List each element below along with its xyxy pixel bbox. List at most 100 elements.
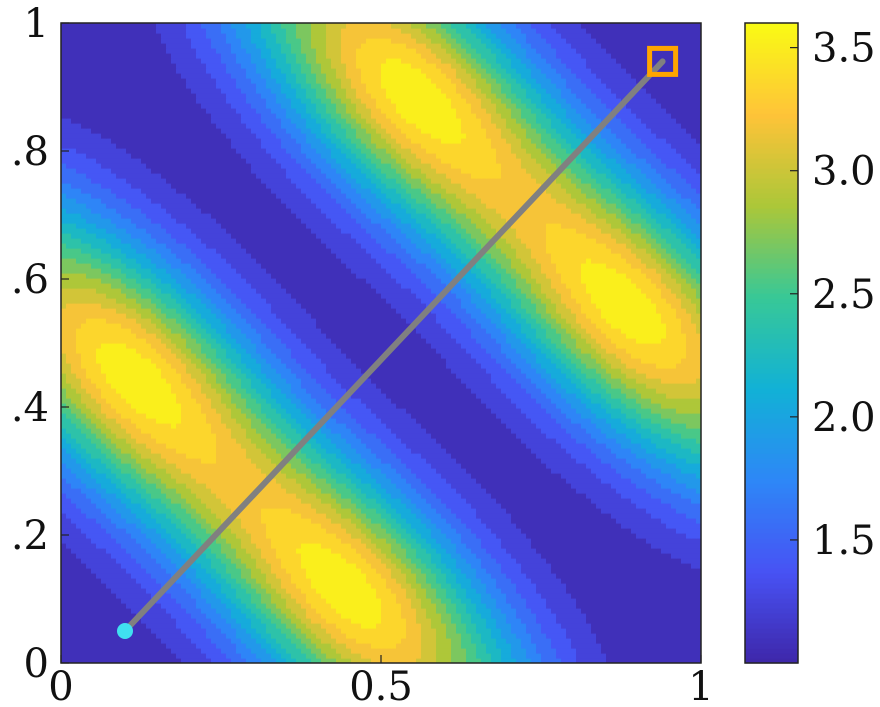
contour-cell — [121, 573, 127, 579]
contour-cell — [121, 543, 127, 549]
contour-cell — [476, 538, 482, 544]
contour-cell — [621, 478, 627, 484]
contour-cell — [281, 553, 287, 559]
contour-cell — [176, 578, 182, 584]
contour-cell — [591, 643, 597, 649]
contour-cell — [76, 483, 82, 489]
contour-cell — [391, 573, 397, 579]
contour-cell — [406, 573, 412, 579]
contour-cell — [466, 583, 472, 589]
contour-cell — [296, 658, 302, 663]
contour-cell — [446, 518, 452, 524]
contour-cell — [76, 523, 82, 529]
contour-cell — [636, 648, 642, 654]
contour-cell — [421, 608, 427, 614]
contour-cell — [646, 583, 652, 589]
contour-cell — [391, 523, 397, 529]
contour-cell — [196, 473, 202, 479]
contour-cell — [296, 503, 302, 509]
contour-cell — [316, 603, 322, 609]
contour-cell — [181, 648, 187, 654]
contour-cell — [651, 538, 657, 544]
contour-cell — [596, 518, 602, 524]
contour-cell — [496, 523, 502, 529]
contour-cell — [591, 528, 597, 534]
contour-cell — [631, 528, 637, 534]
contour-cell — [696, 518, 701, 524]
contour-cell — [76, 573, 82, 579]
contour-cell — [451, 618, 457, 624]
contour-cell — [226, 643, 232, 649]
contour-cell — [266, 538, 272, 544]
contour-cell — [556, 478, 562, 484]
contour-cell — [226, 613, 232, 619]
contour-cell — [176, 593, 182, 599]
contour-cell — [81, 593, 87, 599]
contour-cell — [591, 658, 597, 663]
contour-cell — [311, 508, 317, 514]
contour-cell — [286, 513, 292, 519]
contour-cell — [261, 518, 267, 524]
contour-cell — [686, 623, 692, 629]
contour-cell — [381, 478, 387, 484]
contour-cell — [356, 653, 362, 659]
contour-cell — [281, 623, 287, 629]
contour-cell — [71, 468, 77, 474]
contour-cell — [546, 513, 552, 519]
contour-cell — [481, 523, 487, 529]
contour-cell — [566, 493, 572, 499]
contour-cell — [116, 483, 122, 489]
contour-cell — [511, 583, 517, 589]
contour-cell — [91, 518, 97, 524]
contour-cell — [101, 593, 107, 599]
contour-cell — [96, 638, 102, 644]
contour-cell — [276, 533, 282, 539]
contour-cell — [111, 643, 117, 649]
contour-cell — [271, 543, 277, 549]
contour-cell — [206, 633, 212, 639]
contour-cell — [321, 613, 327, 619]
contour-cell — [156, 578, 162, 584]
contour-cell — [191, 613, 197, 619]
contour-cell — [516, 473, 522, 479]
contour-cell — [591, 498, 597, 504]
contour-cell — [531, 638, 537, 644]
contour-cell — [556, 498, 562, 504]
contour-cell — [336, 623, 342, 629]
contour-cell — [626, 603, 632, 609]
contour-cell — [651, 528, 657, 534]
contour-cell — [266, 583, 272, 589]
contour-cell — [606, 608, 612, 614]
contour-cell — [236, 648, 242, 654]
contour-cell — [461, 498, 467, 504]
contour-cell — [641, 518, 647, 524]
contour-cell — [496, 473, 502, 479]
contour-cell — [501, 578, 507, 584]
contour-cell — [456, 473, 462, 479]
contour-cell — [381, 523, 387, 529]
contour-cell — [581, 638, 587, 644]
contour-cell — [681, 568, 687, 574]
contour-cell — [611, 648, 617, 654]
contour-cell — [261, 583, 267, 589]
contour-cell — [456, 538, 462, 544]
contour-cell — [126, 588, 132, 594]
contour-cell — [326, 573, 332, 579]
contour-cell — [166, 508, 172, 514]
contour-cell — [421, 508, 427, 514]
contour-cell — [191, 488, 197, 494]
contour-cell — [291, 553, 297, 559]
contour-cell — [101, 538, 107, 544]
contour-cell — [361, 538, 367, 544]
contour-cell — [401, 553, 407, 559]
contour-cell — [626, 568, 632, 574]
contour-cell — [376, 603, 382, 609]
contour-cell — [571, 473, 577, 479]
contour-cell — [386, 493, 392, 499]
contour-cell — [291, 588, 297, 594]
contour-cell — [601, 583, 607, 589]
contour-cell — [681, 473, 687, 479]
contour-cell — [191, 608, 197, 614]
contour-cell — [231, 618, 237, 624]
contour-cell — [686, 588, 692, 594]
